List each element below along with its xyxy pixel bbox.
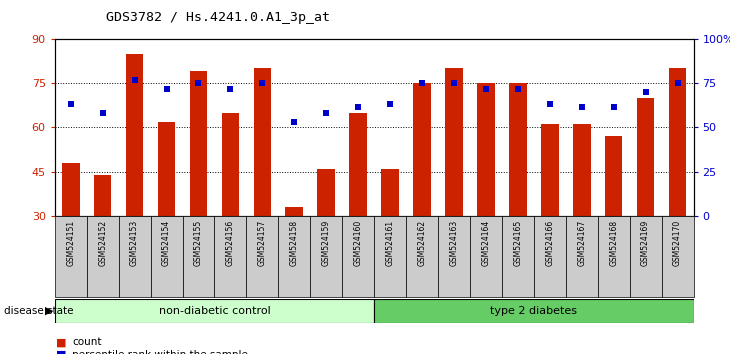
Point <box>639 89 651 95</box>
Point <box>672 80 683 86</box>
Text: GSM524170: GSM524170 <box>673 220 682 266</box>
Point <box>288 119 300 124</box>
Bar <box>158 121 175 216</box>
Point <box>384 101 396 107</box>
Text: GSM524159: GSM524159 <box>322 220 331 266</box>
Text: count: count <box>72 337 101 347</box>
Point <box>416 80 428 86</box>
Bar <box>310 216 342 297</box>
Text: GSM524168: GSM524168 <box>609 220 618 266</box>
Bar <box>190 72 207 216</box>
Point <box>97 110 109 115</box>
Bar <box>118 216 150 297</box>
Text: GSM524169: GSM524169 <box>641 220 650 266</box>
Bar <box>661 216 694 297</box>
Bar <box>509 83 526 216</box>
Text: GSM524166: GSM524166 <box>545 220 554 266</box>
Point <box>128 78 140 83</box>
Point <box>65 101 77 107</box>
Bar <box>285 207 303 216</box>
Bar <box>215 216 247 297</box>
Bar <box>350 113 367 216</box>
Bar <box>413 83 431 216</box>
Text: GSM524162: GSM524162 <box>418 220 426 266</box>
Text: GDS3782 / Hs.4241.0.A1_3p_at: GDS3782 / Hs.4241.0.A1_3p_at <box>106 11 330 24</box>
Bar <box>126 54 143 216</box>
Point <box>544 101 556 107</box>
Bar <box>55 216 87 297</box>
Bar <box>605 136 623 216</box>
Bar <box>247 216 278 297</box>
Text: GSM524157: GSM524157 <box>258 220 267 266</box>
Text: ■: ■ <box>56 350 66 354</box>
Bar <box>374 299 694 323</box>
Bar <box>374 216 406 297</box>
Point <box>576 104 588 110</box>
Bar <box>406 216 438 297</box>
Text: percentile rank within the sample: percentile rank within the sample <box>72 350 248 354</box>
Text: GSM524160: GSM524160 <box>353 220 363 266</box>
Point <box>320 110 332 115</box>
Point <box>480 86 492 92</box>
Bar <box>150 216 182 297</box>
Bar <box>253 68 271 216</box>
Bar <box>445 68 463 216</box>
Bar <box>342 216 374 297</box>
Bar <box>438 216 470 297</box>
Point <box>608 104 620 110</box>
Bar <box>222 113 239 216</box>
Text: GSM524161: GSM524161 <box>385 220 395 266</box>
Bar <box>182 216 215 297</box>
Bar <box>629 216 661 297</box>
Text: GSM524165: GSM524165 <box>513 220 523 266</box>
Text: GSM524158: GSM524158 <box>290 220 299 266</box>
Bar <box>502 216 534 297</box>
Text: GSM524155: GSM524155 <box>194 220 203 266</box>
Bar <box>87 216 118 297</box>
Bar <box>477 83 495 216</box>
Point <box>353 104 364 110</box>
Text: ■: ■ <box>56 337 66 347</box>
Text: type 2 diabetes: type 2 diabetes <box>491 306 577 316</box>
Text: GSM524154: GSM524154 <box>162 220 171 266</box>
Bar <box>278 216 310 297</box>
Text: GSM524153: GSM524153 <box>130 220 139 266</box>
Bar <box>62 163 80 216</box>
Bar <box>381 169 399 216</box>
Bar <box>55 299 374 323</box>
Point <box>225 86 237 92</box>
Bar <box>566 216 598 297</box>
Bar <box>598 216 629 297</box>
Bar <box>669 68 686 216</box>
Bar <box>94 175 112 216</box>
Bar <box>470 216 502 297</box>
Text: non-diabetic control: non-diabetic control <box>158 306 270 316</box>
Text: disease state: disease state <box>4 306 73 316</box>
Point <box>193 80 204 86</box>
Text: GSM524151: GSM524151 <box>66 220 75 266</box>
Bar <box>534 216 566 297</box>
Point <box>161 86 172 92</box>
Text: GSM524167: GSM524167 <box>577 220 586 266</box>
Text: GSM524164: GSM524164 <box>481 220 491 266</box>
Text: GSM524156: GSM524156 <box>226 220 235 266</box>
Point <box>512 86 523 92</box>
Text: GSM524152: GSM524152 <box>98 220 107 266</box>
Point <box>448 80 460 86</box>
Bar <box>573 125 591 216</box>
Text: GSM524163: GSM524163 <box>450 220 458 266</box>
Text: ▶: ▶ <box>45 306 54 316</box>
Point <box>256 80 268 86</box>
Bar <box>318 169 335 216</box>
Bar <box>541 125 558 216</box>
Bar <box>637 98 654 216</box>
